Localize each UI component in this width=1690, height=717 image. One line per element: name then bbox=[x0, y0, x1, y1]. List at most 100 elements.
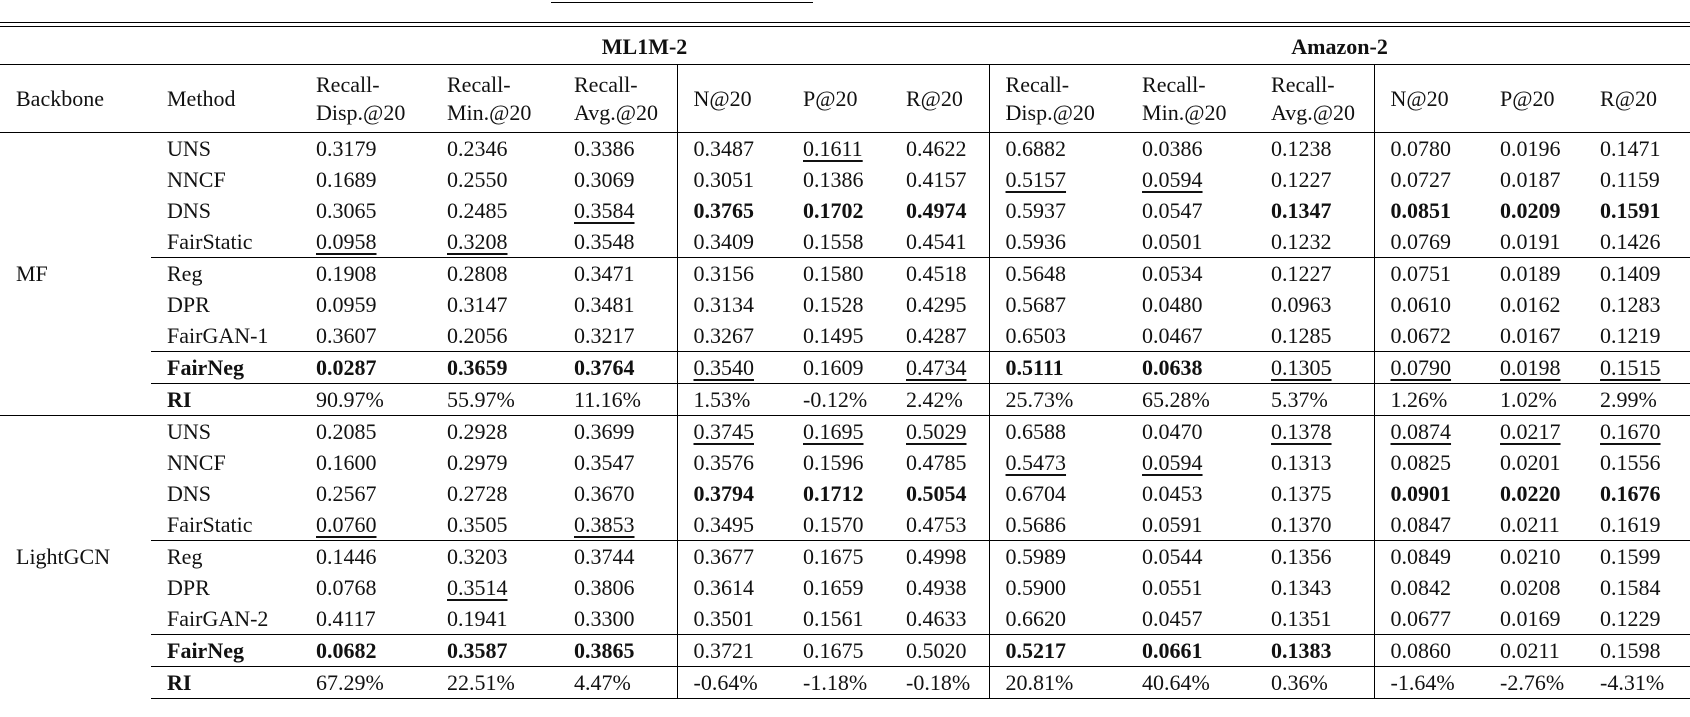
value-text: 5.37% bbox=[1271, 386, 1328, 412]
value-text: 0.0780 bbox=[1390, 135, 1452, 161]
value-text: 0.1375 bbox=[1271, 480, 1332, 506]
method-cell: UNS bbox=[167, 135, 212, 161]
value-text: 0.3576 bbox=[693, 449, 755, 475]
value-cell: 0.1426 bbox=[1584, 226, 1690, 258]
table-row: FairGAN-1 0.3607 0.2056 0.3217 0.3267 0.1495 0… bbox=[0, 320, 1690, 352]
value-cell: 0.3806 bbox=[558, 572, 677, 603]
value-cell: 0.0162 bbox=[1484, 289, 1584, 320]
value-text: 0.4785 bbox=[906, 449, 967, 475]
value-cell: 0.3587 bbox=[431, 634, 558, 667]
value-text: 0.4938 bbox=[906, 574, 967, 600]
value-cell: 0.1347 bbox=[1255, 195, 1374, 226]
value-text: 0.0751 bbox=[1390, 260, 1452, 286]
value-text: 0.3659 bbox=[447, 354, 508, 380]
value-text: 0.1227 bbox=[1271, 260, 1332, 286]
value-cell: -0.18% bbox=[890, 666, 990, 699]
value-cell: 0.0849 bbox=[1373, 540, 1485, 572]
value-text: 0.0169 bbox=[1500, 605, 1561, 631]
value-cell: 0.1609 bbox=[787, 351, 890, 384]
value-cell: 0.3765 bbox=[676, 195, 787, 226]
double-rule bbox=[0, 22, 1690, 27]
value-text: 0.1305 bbox=[1271, 354, 1332, 380]
value-text: 0.1238 bbox=[1271, 135, 1332, 161]
value-text: 0.1676 bbox=[1600, 480, 1661, 506]
column-header: P@20 bbox=[1484, 64, 1585, 133]
value-cell: 0.3481 bbox=[558, 289, 677, 320]
value-cell: 0.3744 bbox=[558, 540, 677, 572]
value-text: 0.0677 bbox=[1390, 605, 1452, 631]
dataset-row: ML1M-2 Amazon-2 bbox=[0, 30, 1690, 65]
value-text: 0.1675 bbox=[803, 543, 864, 569]
value-cell: 0.1598 bbox=[1584, 634, 1690, 667]
value-text: 0.1570 bbox=[803, 511, 864, 537]
value-cell: 2.42% bbox=[890, 383, 990, 416]
value-cell: 0.1675 bbox=[787, 634, 890, 667]
method-cell: DPR bbox=[167, 574, 210, 600]
value-cell: 0.0842 bbox=[1373, 572, 1485, 603]
value-text: 0.5687 bbox=[1005, 291, 1067, 317]
value-text: 0.4287 bbox=[906, 322, 967, 348]
value-text: 0.3547 bbox=[574, 449, 635, 475]
value-cell: 0.6704 bbox=[988, 478, 1127, 509]
value-cell: 0.1232 bbox=[1255, 226, 1374, 258]
value-text: -4.31% bbox=[1600, 669, 1665, 695]
value-cell: 0.0544 bbox=[1126, 540, 1256, 572]
value-cell: 0.3156 bbox=[676, 257, 787, 289]
value-cell: 0.5157 bbox=[988, 164, 1127, 195]
value-cell: 0.0198 bbox=[1484, 351, 1585, 384]
value-cell: 0.0453 bbox=[1126, 478, 1255, 509]
value-cell: 0.1446 bbox=[300, 540, 431, 572]
value-cell: 0.0480 bbox=[1126, 289, 1255, 320]
value-text: -1.64% bbox=[1390, 669, 1455, 695]
value-cell: -0.12% bbox=[787, 383, 890, 416]
value-text: 1.53% bbox=[693, 386, 751, 412]
value-text: 0.0551 bbox=[1142, 574, 1203, 600]
value-text: 0.1670 bbox=[1600, 418, 1661, 444]
value-cell: 0.3794 bbox=[676, 478, 787, 509]
value-text: 0.3853 bbox=[574, 511, 635, 537]
value-text: 0.1561 bbox=[803, 605, 864, 631]
value-cell: 0.3514 bbox=[431, 572, 558, 603]
method-cell: FairNeg bbox=[151, 634, 300, 667]
value-cell: 0.2567 bbox=[300, 478, 431, 509]
value-cell: 0.4734 bbox=[890, 351, 990, 384]
value-cell: 0.0594 bbox=[1126, 164, 1255, 195]
value-cell: 0.3548 bbox=[558, 226, 677, 258]
value-text: 0.1347 bbox=[1271, 197, 1332, 223]
value-text: 0.1675 bbox=[803, 637, 864, 663]
value-cell: -2.76% bbox=[1484, 666, 1585, 699]
method-cell: Reg bbox=[151, 257, 300, 289]
value-text: 0.0211 bbox=[1500, 637, 1560, 663]
value-cell: 0.4287 bbox=[890, 320, 989, 352]
value-cell: 1.53% bbox=[676, 383, 787, 416]
value-text: 0.0901 bbox=[1390, 480, 1452, 506]
value-cell: 0.0386 bbox=[1126, 133, 1255, 165]
value-cell: 0.3853 bbox=[558, 509, 677, 541]
value-cell: 0.0768 bbox=[300, 572, 431, 603]
value-text: 0.0958 bbox=[316, 228, 377, 254]
value-text: 0.0672 bbox=[1390, 322, 1452, 348]
value-cell: 0.0825 bbox=[1373, 447, 1485, 478]
value-cell: 0.1596 bbox=[787, 447, 890, 478]
method-cell: RI bbox=[151, 666, 300, 699]
value-text: 0.1471 bbox=[1600, 135, 1661, 161]
value-cell: 0.0780 bbox=[1373, 132, 1485, 164]
value-text: -0.64% bbox=[693, 669, 758, 695]
value-text: 0.0287 bbox=[316, 354, 377, 380]
value-cell: 0.0470 bbox=[1126, 415, 1256, 447]
value-text: 0.6503 bbox=[1005, 322, 1067, 348]
value-cell: 0.3745 bbox=[676, 415, 787, 447]
value-text: 0.5936 bbox=[1005, 228, 1067, 254]
value-text: 0.1596 bbox=[803, 449, 864, 475]
table-row: Reg 0.1446 0.3203 0.3744 0.3677 0.1675 0.4998 0… bbox=[0, 540, 1690, 572]
value-text: 0.3794 bbox=[693, 480, 755, 506]
value-cell: 0.6620 bbox=[988, 603, 1127, 635]
value-text: 11.16% bbox=[574, 386, 642, 412]
value-text: 0.6882 bbox=[1005, 135, 1067, 161]
value-text: 0.1689 bbox=[316, 166, 377, 192]
value-text: 0.3501 bbox=[693, 605, 755, 631]
value-text: 0.0591 bbox=[1142, 511, 1203, 537]
column-header: Recall-Disp.@20 bbox=[300, 64, 431, 133]
value-text: 0.1426 bbox=[1600, 228, 1661, 254]
